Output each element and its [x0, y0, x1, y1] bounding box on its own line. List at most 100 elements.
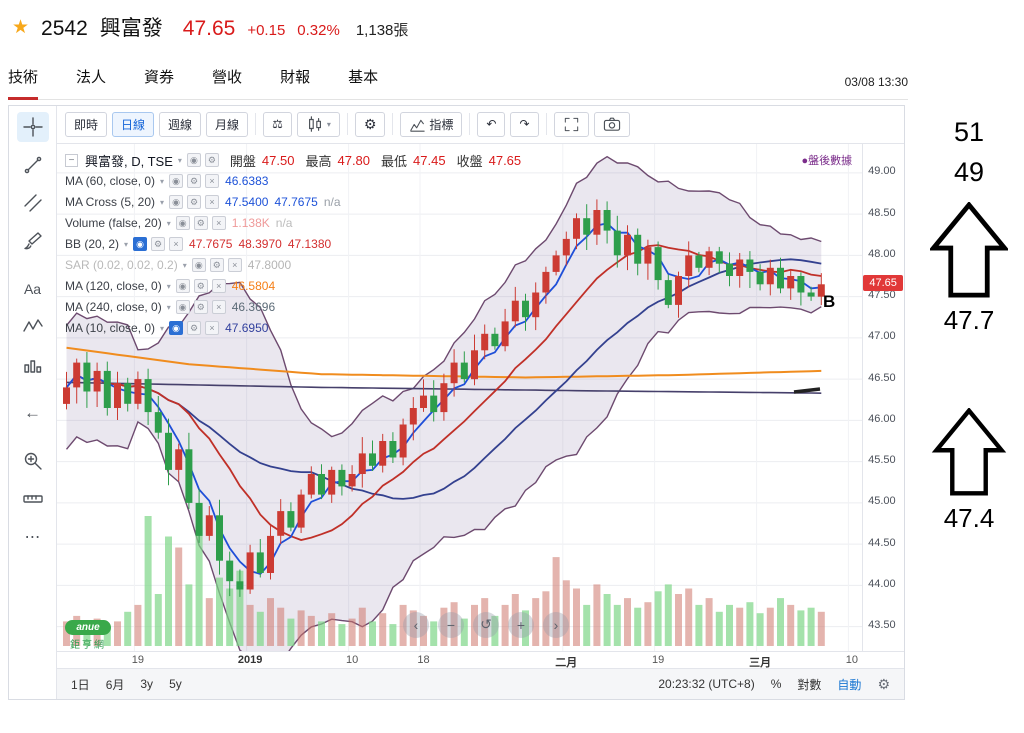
anue-logo: anue 鉅亨網 — [65, 619, 111, 651]
chevron-down-icon[interactable]: ▾ — [166, 302, 171, 312]
visibility-toggle-button[interactable]: ◉ — [186, 153, 201, 168]
time-axis[interactable]: 19 2019 10 18 二月 19 三月 10 — [57, 650, 904, 669]
percent-scale-button[interactable]: % — [770, 677, 782, 692]
remove-indicator-button[interactable]: × — [211, 216, 226, 231]
remove-indicator-button[interactable]: × — [169, 237, 184, 252]
chevron-down-icon[interactable]: ▾ — [177, 155, 182, 165]
crosshair-tool-button[interactable] — [16, 112, 49, 142]
undo-button[interactable]: ↶ — [477, 111, 506, 137]
price-axis-label: 43.50 — [868, 619, 896, 632]
daily-interval-button[interactable]: 日線 — [112, 111, 155, 137]
realtime-button[interactable]: 即時 — [65, 111, 108, 137]
volume-bar — [134, 604, 142, 646]
chevron-down-icon[interactable]: ▾ — [166, 218, 171, 228]
visibility-toggle-button[interactable]: ◉ — [191, 258, 206, 273]
visibility-toggle-button[interactable]: ◉ — [175, 300, 190, 315]
range-5y-button[interactable]: 5y — [169, 677, 182, 692]
candle-body — [807, 292, 815, 297]
remove-indicator-button[interactable]: × — [205, 321, 220, 336]
legend-indicator-row: SAR (0.02, 0.02, 0.2) ▾ ◉ ⚙ × 47.8000 — [65, 255, 521, 276]
chevron-down-icon[interactable]: ▾ — [124, 239, 129, 249]
chevron-down-icon[interactable]: ▾ — [160, 323, 165, 333]
indicator-settings-button[interactable]: ⚙ — [193, 279, 208, 294]
candle-body — [379, 440, 387, 466]
indicator-settings-button[interactable]: ⚙ — [187, 195, 202, 210]
bottom-settings-button[interactable]: ⚙ — [877, 675, 890, 692]
remove-indicator-button[interactable]: × — [205, 174, 220, 189]
volume-bar — [654, 590, 662, 646]
reset-view-button[interactable]: ↺ — [473, 611, 499, 638]
auto-scale-button[interactable]: 自動 — [837, 677, 862, 692]
visibility-toggle-button[interactable]: ◉ — [169, 195, 184, 210]
chart-settings-button[interactable]: ⚙ — [354, 111, 386, 137]
trendline-tool-button[interactable] — [17, 150, 49, 180]
forecast-tool-button[interactable] — [17, 350, 49, 380]
tab-institutional[interactable]: 法人 — [76, 69, 107, 86]
brush-tool-button[interactable] — [17, 226, 49, 256]
brush-icon — [23, 232, 42, 250]
candle-body — [787, 275, 795, 288]
zoom-out-button[interactable]: − — [438, 611, 464, 638]
bollinger-upper-line — [65, 155, 822, 437]
measure-tool-button[interactable] — [17, 484, 49, 514]
visibility-toggle-button[interactable]: ◉ — [175, 216, 190, 231]
candlestick-chart[interactable]: − 興富發, D, TSE ▾ ◉ ⚙ 開盤 47.50 最高 47.80 最低 47.45 收盤 47… — [57, 143, 863, 651]
zoom-in-tool-button[interactable] — [17, 446, 49, 476]
remove-indicator-button[interactable]: × — [211, 300, 226, 315]
tab-margin[interactable]: 資券 — [144, 69, 175, 86]
legend-collapse-button[interactable]: − — [65, 153, 78, 167]
range-3y-button[interactable]: 3y — [140, 677, 154, 692]
volume-bar — [726, 604, 733, 646]
indicators-button[interactable]: 指標 — [400, 111, 463, 137]
indicator-settings-button[interactable]: ⚙ — [187, 321, 202, 336]
channel-tool-button[interactable] — [17, 188, 49, 218]
monthly-interval-button[interactable]: 月線 — [206, 111, 249, 137]
range-1d-button[interactable]: 1日 — [71, 677, 90, 692]
weekly-interval-button[interactable]: 週線 — [159, 111, 202, 137]
chart-style-button[interactable]: ▾ — [296, 111, 340, 137]
volume-bar — [348, 618, 356, 646]
tab-basics[interactable]: 基本 — [348, 69, 379, 86]
remove-indicator-button[interactable]: × — [227, 258, 242, 273]
chevron-down-icon[interactable]: ▾ — [160, 197, 165, 207]
tab-revenue[interactable]: 營收 — [212, 69, 243, 86]
visibility-toggle-button[interactable]: ◉ — [169, 174, 184, 189]
more-tools-button[interactable]: ⋯ — [17, 522, 49, 552]
pattern-tool-button[interactable] — [17, 312, 49, 342]
indicator-settings-button[interactable]: ⚙ — [209, 258, 224, 273]
indicator-settings-button[interactable]: ⚙ — [193, 216, 208, 231]
tab-technical[interactable]: 技術 — [8, 58, 39, 100]
indicator-settings-button[interactable]: ⚙ — [187, 174, 202, 189]
remove-indicator-button[interactable]: × — [211, 279, 226, 294]
visibility-toggle-button[interactable]: ◉ — [175, 279, 190, 294]
indicator-settings-button[interactable]: ⚙ — [204, 153, 219, 168]
remove-indicator-button[interactable]: × — [205, 195, 220, 210]
zoom-in-button[interactable]: + — [508, 611, 534, 638]
favorite-star-icon[interactable]: ★ — [12, 16, 30, 38]
chevron-down-icon[interactable]: ▾ — [166, 281, 171, 291]
price-axis-label: 49.00 — [868, 165, 896, 178]
indicator-settings-button[interactable]: ⚙ — [151, 237, 166, 252]
visibility-toggle-button[interactable]: ◉ — [169, 321, 184, 336]
arrow-tool-button[interactable]: ← — [17, 398, 49, 428]
visibility-toggle-button[interactable]: ◉ — [133, 237, 148, 252]
indicator-settings-button[interactable]: ⚙ — [193, 300, 208, 315]
chevron-down-icon[interactable]: ▾ — [160, 176, 165, 186]
chevron-down-icon[interactable]: ▾ — [182, 260, 187, 270]
candle-body — [216, 514, 223, 561]
scroll-right-button[interactable]: › — [543, 611, 569, 638]
text-tool-button[interactable]: Aa — [17, 274, 49, 304]
range-6m-button[interactable]: 6月 — [105, 677, 125, 692]
scroll-left-button[interactable]: ‹ — [403, 611, 429, 638]
ohlc-field-value: 47.80 — [337, 152, 371, 168]
snapshot-button[interactable] — [593, 111, 630, 137]
compare-button[interactable]: ⚖ — [263, 111, 292, 137]
indicator-value: 47.5400 — [225, 195, 269, 210]
tab-financials[interactable]: 財報 — [280, 69, 311, 86]
redo-button[interactable]: ↷ — [510, 111, 539, 137]
fullscreen-button[interactable] — [553, 111, 589, 137]
log-scale-button[interactable]: 對數 — [797, 677, 822, 692]
candle-body — [675, 275, 682, 305]
price-axis[interactable]: 49.00 48.50 48.00 47.50 47.00 46.50 46.00 45.50… — [862, 143, 904, 651]
ohlc-field-value: 47.50 — [261, 152, 295, 168]
